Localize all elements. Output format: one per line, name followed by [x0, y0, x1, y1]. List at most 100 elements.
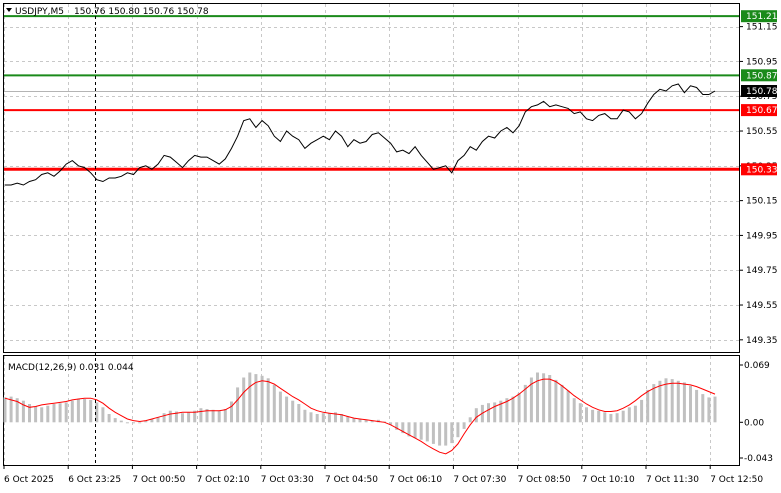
macd-bar [223, 409, 227, 423]
macd-bar [168, 410, 172, 423]
price-axis-label: 149.95 [746, 231, 778, 241]
macd-bar [132, 422, 135, 424]
time-axis: 6 Oct 2025 6 Oct 23:25 7 Oct 00:50 7 Oct 02… [3, 465, 763, 485]
macd-bar [162, 413, 166, 423]
macd-bar [248, 372, 252, 423]
macd-bar [493, 402, 497, 423]
macd-bar [529, 377, 533, 423]
macd-bar [70, 400, 74, 423]
time-axis-label: 7 Oct 08:50 [518, 475, 571, 485]
macd-bar [713, 396, 717, 423]
macd-bar [450, 422, 454, 444]
macd-bar [615, 413, 619, 423]
macd-bar [15, 398, 19, 423]
macd-bar [633, 405, 637, 423]
macd-bar [554, 379, 558, 423]
macd-bar [676, 380, 680, 423]
macd-bar [566, 390, 570, 423]
quote-values: 150.76 150.80 150.76 150.78 [74, 7, 209, 17]
macd-bar [591, 409, 595, 423]
macd-bar [107, 414, 111, 423]
macd-bar [230, 401, 233, 423]
macd-bar [327, 413, 331, 423]
macd-bar [138, 422, 142, 424]
macd-bar [334, 412, 337, 423]
macd-bar [278, 391, 282, 423]
macd-bar [211, 409, 215, 423]
macd-bar [560, 384, 564, 423]
macd-bar [174, 411, 178, 423]
level-tag [741, 163, 777, 176]
macd-bar [609, 414, 613, 423]
macd-bar [34, 406, 38, 423]
macd-bar [156, 417, 160, 423]
macd-bar [3, 397, 7, 423]
macd-bar [585, 407, 588, 423]
macd-bar [621, 410, 625, 423]
time-axis-label: 6 Oct 2025 [4, 475, 54, 485]
macd-bar [76, 399, 80, 423]
macd-bar [682, 382, 686, 423]
price-series [5, 83, 716, 186]
macd-bar [695, 389, 699, 423]
macd-bar [640, 399, 644, 423]
macd-bar [315, 414, 319, 423]
macd-bar [597, 410, 601, 423]
current-price-tag [741, 85, 777, 97]
macd-bar [217, 410, 221, 423]
macd-bar [542, 373, 546, 423]
level-lines [4, 15, 739, 171]
time-axis-label: 7 Oct 06:10 [389, 475, 442, 485]
macd-bar [144, 420, 148, 423]
price-tags: 151.21 150.87 150.67 150.33 150.78 [741, 10, 778, 176]
macd-bar [236, 387, 240, 423]
macd-bar [474, 408, 478, 423]
macd-bar [193, 410, 197, 423]
macd-bar [9, 396, 13, 423]
macd-bar [395, 422, 399, 430]
level-tag [741, 69, 777, 82]
macd-bar [603, 412, 607, 423]
time-axis-label: 7 Oct 03:30 [261, 475, 314, 485]
macd-bar [627, 407, 631, 423]
time-axis-label: 7 Oct 10:10 [582, 475, 635, 485]
level-tag-label: 150.87 [746, 71, 778, 81]
macd-bar [670, 379, 674, 423]
macd-bar [401, 422, 405, 434]
macd-bar [113, 418, 117, 423]
macd-bar [701, 394, 705, 423]
macd-bar [340, 414, 344, 423]
symbol-menu-icon[interactable] [6, 8, 12, 12]
macd-bar [511, 396, 515, 423]
macd-axis: 0.069 0.00 -0.043 [739, 361, 773, 464]
macd-bar [499, 400, 503, 423]
macd-bar [89, 399, 93, 423]
macd-bar [689, 385, 692, 423]
level-tag-label: 150.33 [746, 165, 778, 175]
time-axis-label: 6 Oct 23:25 [68, 475, 121, 485]
macd-bar [272, 384, 276, 423]
macd-axis-label: -0.043 [744, 454, 773, 464]
level-tag-label: 150.67 [746, 106, 778, 116]
macd-bar [260, 375, 264, 423]
time-axis-label: 7 Oct 04:50 [325, 475, 378, 485]
macd-signal [4, 378, 716, 455]
macd-bar [364, 419, 368, 423]
macd-bar [413, 422, 417, 439]
macd-bar [468, 417, 472, 423]
macd-bar [572, 398, 576, 423]
macd-bar [309, 412, 313, 423]
macd-bar [407, 422, 411, 437]
price-axis-label: 150.15 [746, 197, 778, 207]
macd-bar [285, 396, 289, 423]
macd-bar [40, 407, 44, 423]
macd-bar [358, 419, 362, 423]
macd-bar [297, 404, 301, 423]
macd-bar [505, 398, 509, 423]
macd-bar [303, 409, 307, 423]
macd-bar [199, 408, 203, 423]
macd-bar [664, 378, 668, 423]
symbol-label: USDJPY,M5 [15, 7, 64, 17]
